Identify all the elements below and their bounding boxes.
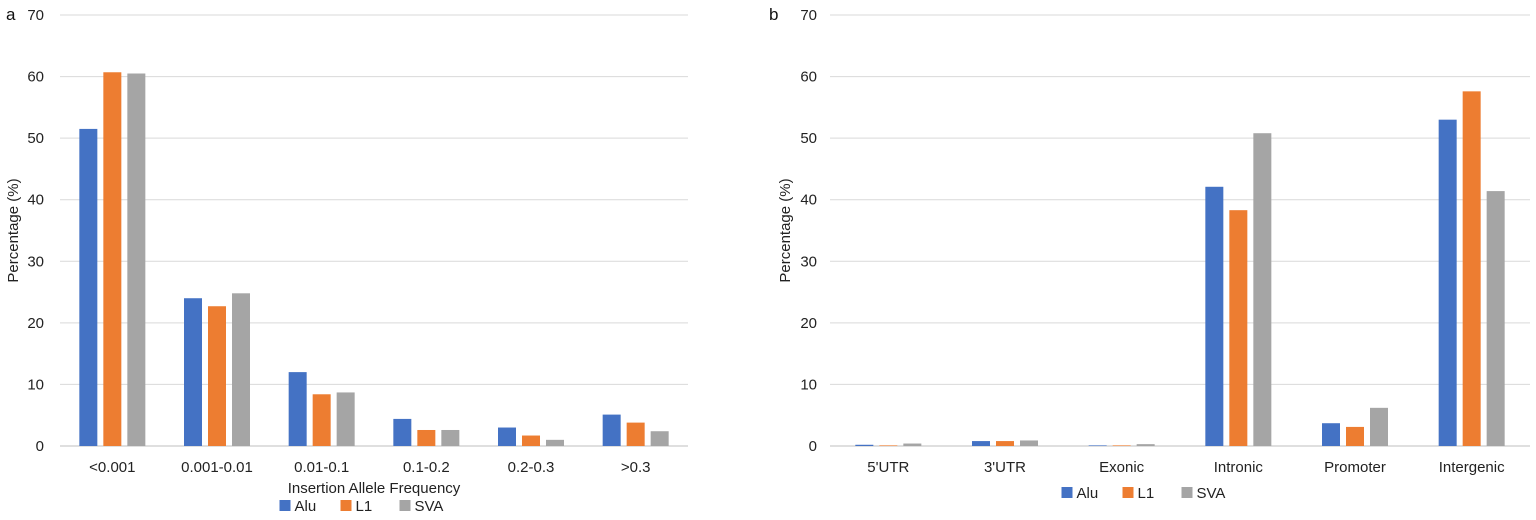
y-tick-label: 20 xyxy=(800,315,817,332)
bar-l1-4 xyxy=(417,429,436,446)
legend-swatch-alu xyxy=(1061,487,1073,498)
bar-sva-1 xyxy=(903,443,922,446)
y-tick-label: 40 xyxy=(800,192,817,209)
y-tick-label: 60 xyxy=(27,69,44,86)
x-axis-title: Insertion Allele Frequency xyxy=(288,480,461,497)
bar-l1-3 xyxy=(1112,445,1131,446)
x-tick-label: Intergenic xyxy=(1439,459,1505,476)
panel-label: b xyxy=(769,5,778,24)
bar-l1-2 xyxy=(208,306,226,446)
bar-l1-6 xyxy=(626,422,645,446)
bar-sva-2 xyxy=(232,293,250,446)
y-tick-label: 30 xyxy=(800,253,817,270)
legend-label-l1: L1 xyxy=(1138,485,1155,502)
bar-alu-1 xyxy=(79,128,98,446)
y-tick-label: 50 xyxy=(800,130,817,147)
chart-panel-b: 0 10 20 30 40 50 60 70 b Percentage (%) 5'UTR 3'UTR… xyxy=(769,5,1530,502)
bar-alu-4 xyxy=(1205,186,1224,446)
legend-label-alu: Alu xyxy=(295,498,317,515)
x-tick-label: 0.1-0.2 xyxy=(403,459,450,476)
legend-swatch-l1 xyxy=(1122,487,1134,498)
y-tick-label: 10 xyxy=(800,376,817,393)
x-tick-label: Intronic xyxy=(1214,459,1264,476)
bar-alu-3 xyxy=(288,372,307,446)
bar-sva-3 xyxy=(1136,444,1155,446)
x-tick-label: 0.2-0.3 xyxy=(508,459,555,476)
x-tick-label: 0.01-0.1 xyxy=(294,459,349,476)
panel-label: a xyxy=(6,5,16,24)
x-tick-label: Promoter xyxy=(1324,459,1386,476)
y-tick-label: 20 xyxy=(27,315,44,332)
x-tick-label: 5'UTR xyxy=(867,459,909,476)
legend-swatch-sva xyxy=(399,500,411,511)
bar-alu-5 xyxy=(1322,423,1340,446)
x-tick-label: Exonic xyxy=(1099,459,1145,476)
legend-swatch-alu xyxy=(279,500,291,511)
bar-l1-4 xyxy=(1229,210,1248,446)
y-tick-label: 40 xyxy=(27,192,44,209)
y-axis-title: Percentage (%) xyxy=(777,178,794,282)
y-tick-label: 0 xyxy=(36,438,44,455)
y-tick-label: 0 xyxy=(809,438,817,455)
x-tick-label: 3'UTR xyxy=(984,459,1026,476)
chart-panel-a: 0 10 20 30 40 50 60 70 a Percentage (%) <0.001 0.00… xyxy=(5,5,688,515)
y-tick-label: 50 xyxy=(27,130,44,147)
bar-alu-6 xyxy=(602,414,621,446)
y-tick-label: 70 xyxy=(27,7,44,24)
bar-l1-5 xyxy=(1346,426,1364,446)
y-tick-label: 60 xyxy=(800,69,817,86)
x-tick-label: 0.001-0.01 xyxy=(181,459,253,476)
x-tick-label: <0.001 xyxy=(89,459,135,476)
bar-l1-3 xyxy=(312,394,331,446)
legend-swatch-sva xyxy=(1181,487,1193,498)
bar-alu-2 xyxy=(972,441,990,446)
bar-l1-6 xyxy=(1462,91,1481,446)
bar-alu-2 xyxy=(184,298,202,446)
bar-sva-2 xyxy=(1020,440,1038,446)
x-tick-label: >0.3 xyxy=(621,459,651,476)
bar-sva-4 xyxy=(1253,133,1272,446)
bar-sva-5 xyxy=(546,439,564,446)
bar-l1-1 xyxy=(879,445,898,446)
legend-label-sva: SVA xyxy=(415,498,444,515)
legend: Alu L1 SVA xyxy=(279,498,444,515)
bar-sva-6 xyxy=(650,431,669,446)
y-tick-label: 30 xyxy=(27,253,44,270)
bar-alu-1 xyxy=(855,444,874,446)
bar-sva-5 xyxy=(1370,407,1388,446)
legend-label-sva: SVA xyxy=(1197,485,1226,502)
legend: Alu L1 SVA xyxy=(1061,485,1226,502)
bar-sva-1 xyxy=(127,73,146,446)
y-tick-label: 10 xyxy=(27,376,44,393)
bar-l1-5 xyxy=(522,435,540,446)
bar-alu-3 xyxy=(1088,445,1107,446)
bar-alu-4 xyxy=(393,418,412,446)
y-tick-label: 70 xyxy=(800,7,817,24)
bar-alu-6 xyxy=(1438,119,1457,447)
y-axis-title: Percentage (%) xyxy=(5,178,22,282)
legend-label-alu: Alu xyxy=(1077,485,1099,502)
legend-label-l1: L1 xyxy=(356,498,373,515)
bar-l1-2 xyxy=(996,441,1014,446)
bar-l1-1 xyxy=(103,72,122,447)
bar-sva-6 xyxy=(1486,191,1505,446)
legend-swatch-l1 xyxy=(340,500,352,511)
bar-sva-4 xyxy=(441,429,460,446)
bar-alu-5 xyxy=(498,427,516,446)
bar-sva-3 xyxy=(336,392,355,446)
